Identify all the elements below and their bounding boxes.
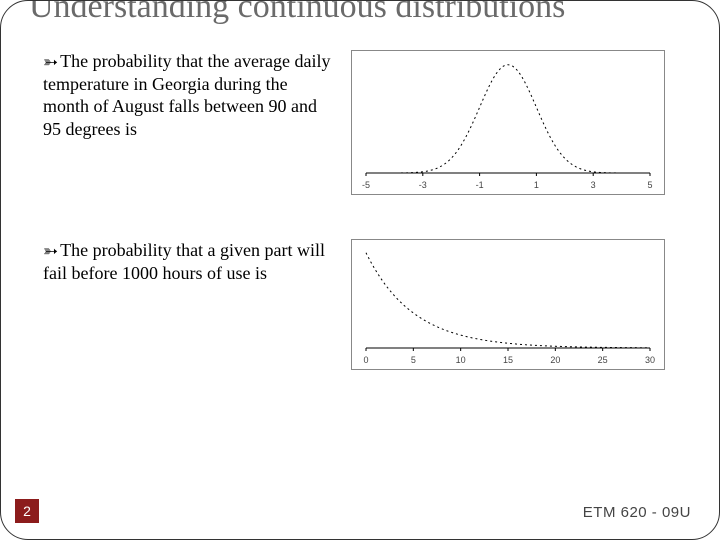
exp-xlabels: 0 5 10 15 20 25 30 <box>358 355 658 367</box>
normal-chart: -5 -3 -1 1 3 5 <box>351 50 665 195</box>
row-exp: ➳The probability that a given part will … <box>43 239 695 370</box>
xtick-label: 10 <box>451 355 471 365</box>
slide-frame: Understanding continuous distributions ➳… <box>0 0 720 540</box>
bullet-icon: ➳ <box>43 240 58 263</box>
xtick-label: -5 <box>356 180 376 190</box>
xtick-label: 30 <box>640 355 660 365</box>
normal-xlabels: -5 -3 -1 1 3 5 <box>358 180 658 192</box>
xtick-label: -1 <box>470 180 490 190</box>
xtick-label: 5 <box>640 180 660 190</box>
xtick-label: -3 <box>413 180 433 190</box>
normal-curve-svg <box>358 55 658 179</box>
exp-curve-svg <box>358 244 658 354</box>
xtick-label: 20 <box>545 355 565 365</box>
bullet-icon: ➳ <box>43 51 58 74</box>
bullet-1-text: The probability that the average daily t… <box>43 51 331 139</box>
footer-text: ETM 620 - 09U <box>583 504 691 521</box>
xtick-label: 5 <box>403 355 423 365</box>
xtick-label: 25 <box>593 355 613 365</box>
exp-chart: 0 5 10 15 20 25 30 <box>351 239 665 370</box>
bullet-2: ➳The probability that a given part will … <box>43 239 333 284</box>
row-normal: ➳The probability that the average daily … <box>43 50 695 195</box>
xtick-label: 1 <box>526 180 546 190</box>
xtick-label: 0 <box>356 355 376 365</box>
bullet-2-text: The probability that a given part will f… <box>43 240 325 283</box>
slide-content: ➳The probability that the average daily … <box>1 32 719 370</box>
xtick-label: 3 <box>583 180 603 190</box>
bullet-1: ➳The probability that the average daily … <box>43 50 333 140</box>
xtick-label: 15 <box>498 355 518 365</box>
page-number-badge: 2 <box>15 499 39 523</box>
slide-title: Understanding continuous distributions <box>1 0 719 32</box>
